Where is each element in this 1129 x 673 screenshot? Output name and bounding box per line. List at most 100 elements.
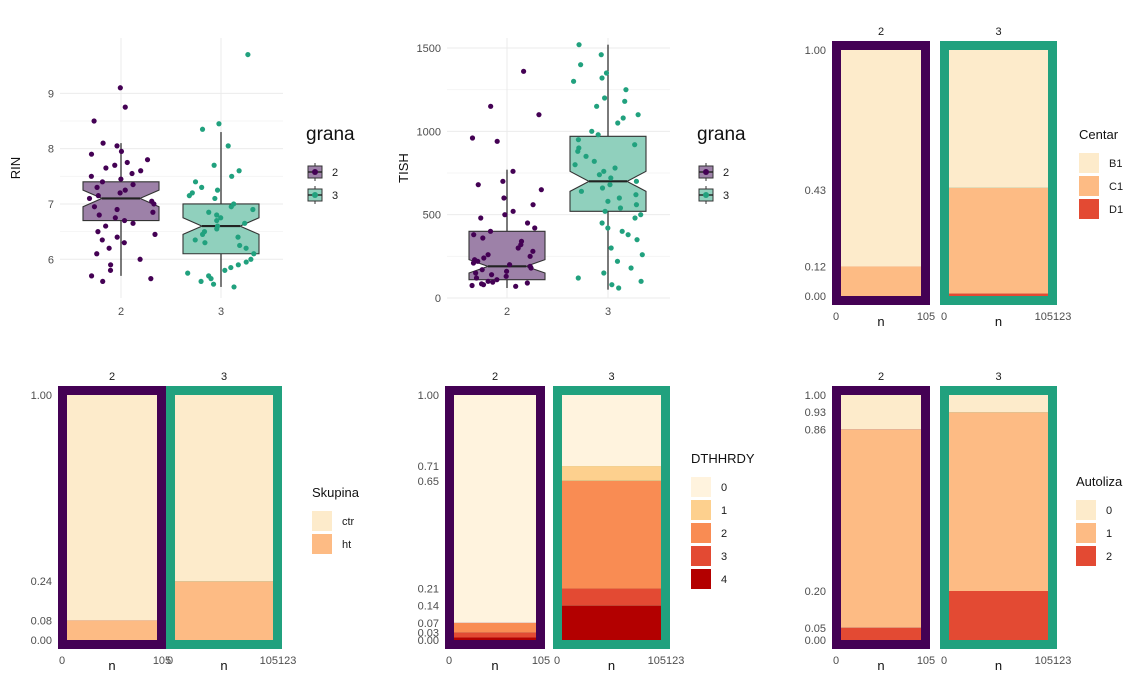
data-point	[242, 220, 248, 226]
data-point	[578, 188, 585, 194]
y-tick-label: 0	[435, 293, 441, 305]
data-point	[186, 193, 192, 199]
legend-label: 3	[332, 190, 338, 202]
legend-key-swatch	[1076, 546, 1096, 566]
y-tick-label: 1.00	[805, 45, 826, 57]
boxplot-panel-0: 6 7 8 9 2 3 RIN grana 2 3	[8, 38, 355, 318]
y-tick-label: 0.20	[805, 586, 826, 598]
legend-label: 0	[1106, 505, 1112, 517]
x-axis-title: n	[608, 658, 615, 673]
data-point	[114, 234, 120, 240]
y-tick-label: 7	[48, 199, 54, 211]
data-point	[95, 229, 101, 235]
x-tick-label: 105123	[648, 655, 685, 667]
data-point	[124, 159, 130, 166]
x-axis-title: n	[877, 658, 884, 673]
data-point	[570, 78, 577, 84]
facet-strip-label: 2	[109, 371, 115, 383]
data-point	[524, 280, 530, 286]
x-tick-label: 0	[941, 655, 947, 667]
data-point	[248, 256, 254, 262]
data-point	[494, 277, 500, 283]
legend-key-swatch	[1076, 523, 1096, 543]
stack-segment-0	[841, 395, 921, 430]
data-point	[620, 115, 626, 121]
y-tick-label: 0.12	[805, 261, 826, 273]
data-point	[122, 187, 128, 193]
stack-segment-0	[562, 395, 661, 467]
data-point	[106, 245, 112, 251]
data-point	[118, 148, 125, 155]
legend-title: grana	[697, 124, 746, 145]
data-point	[218, 215, 224, 221]
data-point	[138, 168, 144, 174]
data-point	[185, 270, 191, 276]
x-tick-label: 105	[917, 655, 935, 667]
legend-key-point	[703, 192, 709, 198]
box-notched-2	[82, 181, 160, 222]
data-point	[478, 215, 484, 221]
data-point	[595, 132, 601, 138]
data-point	[500, 178, 506, 184]
y-tick-label: 1.00	[31, 390, 52, 402]
data-point	[88, 273, 95, 279]
data-point	[633, 202, 640, 208]
y-tick-label: 0.05	[805, 623, 826, 635]
legend-title: Skupina	[312, 485, 360, 500]
y-axis-title: TISH	[396, 153, 411, 183]
x-tick-label: 3	[605, 306, 611, 318]
data-point	[485, 252, 491, 258]
data-point	[225, 143, 231, 149]
data-point	[122, 104, 128, 110]
data-point	[625, 232, 631, 238]
stack-segment-3	[454, 632, 536, 638]
data-point	[118, 176, 124, 182]
data-point	[510, 208, 516, 214]
data-point	[532, 225, 538, 231]
y-tick-label: 0.21	[418, 584, 439, 596]
data-point	[530, 202, 536, 208]
data-point	[617, 205, 624, 211]
data-point	[470, 260, 477, 266]
data-point	[501, 195, 507, 201]
x-axis-title: n	[220, 658, 227, 673]
data-point	[521, 68, 527, 74]
legend-key-swatch	[691, 500, 711, 520]
legend-key-swatch	[312, 511, 332, 531]
stack-segment-2	[841, 627, 921, 640]
legend-key-swatch	[1079, 199, 1099, 219]
y-tick-label: 9	[48, 88, 54, 100]
data-point	[578, 62, 584, 68]
data-point	[615, 120, 621, 126]
legend-key-swatch	[1079, 176, 1099, 196]
data-point	[503, 268, 510, 274]
x-tick-label: 105	[917, 311, 935, 323]
x-tick-label: 3	[218, 306, 224, 318]
stack-segment-ctr	[67, 395, 157, 621]
x-axis-title: n	[995, 314, 1002, 329]
legend-key-swatch	[691, 569, 711, 589]
stack-segment-1	[949, 412, 1048, 591]
data-point	[524, 220, 531, 226]
legend-title: grana	[306, 124, 355, 145]
data-point	[117, 190, 123, 196]
legend-key-swatch	[691, 477, 711, 497]
data-point	[612, 165, 618, 171]
data-point	[112, 162, 118, 168]
data-point	[619, 228, 625, 234]
data-point	[228, 264, 234, 271]
x-axis-title: n	[877, 314, 884, 329]
data-point	[616, 195, 622, 201]
y-tick-label: 1.00	[805, 390, 826, 402]
data-point	[229, 173, 235, 179]
data-point	[530, 248, 536, 254]
x-axis-title: n	[491, 658, 498, 673]
data-point	[608, 245, 614, 251]
boxplot-panel-1: 0 500 1000 1500 2 3 TISH grana 2 3	[396, 38, 746, 318]
stack-segment-1	[841, 429, 921, 628]
data-point	[487, 228, 494, 234]
legend-label: 1	[1106, 528, 1112, 540]
y-tick-label: 0.71	[418, 461, 439, 473]
data-point	[91, 204, 98, 210]
legend-label: ctr	[342, 516, 355, 528]
